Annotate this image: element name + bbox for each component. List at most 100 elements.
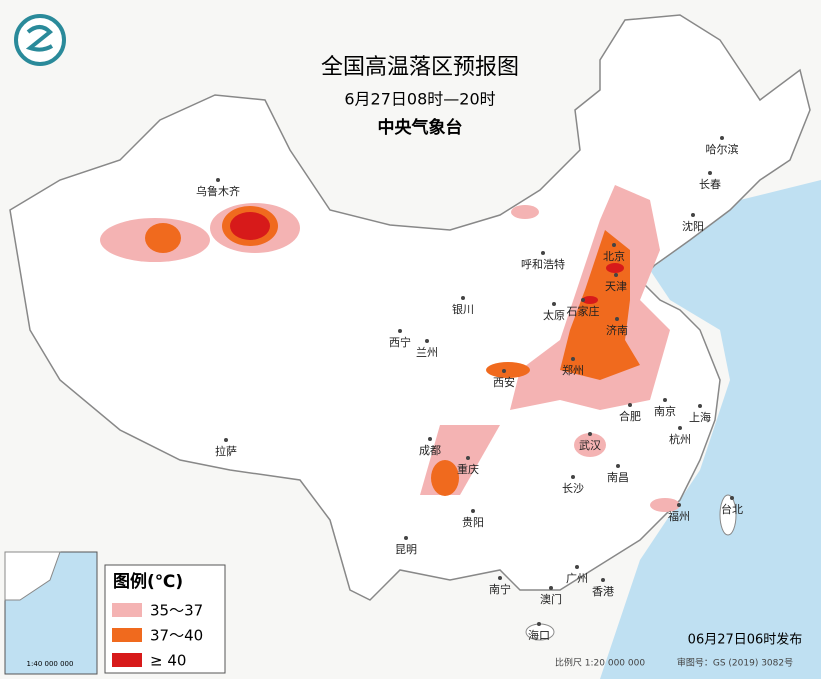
- city-label: 南京: [654, 404, 676, 418]
- city-dot: [730, 496, 734, 500]
- issued-time: 06月27日06时发布: [688, 632, 803, 648]
- city-dot: [720, 136, 724, 140]
- city-dot: [425, 339, 429, 343]
- city-dot: [698, 404, 702, 408]
- city-label: 澳门: [540, 592, 562, 606]
- city-label: 乌鲁木齐: [196, 184, 240, 198]
- city-dot: [677, 503, 681, 507]
- city-dot: [588, 432, 592, 436]
- city-label: 成都: [419, 444, 441, 457]
- legend: 图例(℃) 35～37 37～40 ≥ 40: [104, 564, 226, 674]
- city-dot: [471, 509, 475, 513]
- subtitle: 6月27日08时—20时: [344, 90, 495, 109]
- heat-37: [486, 362, 530, 378]
- city-label: 济南: [606, 323, 628, 337]
- logo-mark: [25, 25, 54, 52]
- city-label: 广州: [566, 572, 588, 585]
- city-label: 合肥: [619, 409, 641, 423]
- city-label: 南昌: [607, 471, 629, 484]
- heat-40: [582, 296, 598, 304]
- city-label: 郑州: [562, 363, 584, 377]
- city-dot: [628, 403, 632, 407]
- city-label: 银川: [452, 302, 474, 316]
- city-label: 昆明: [395, 543, 417, 556]
- city-label: 香港: [592, 585, 614, 598]
- city-label: 石家庄: [567, 304, 600, 318]
- heat-37: [431, 460, 459, 496]
- city-dot: [549, 586, 553, 590]
- legend-swatch: [112, 628, 142, 642]
- city-dot: [552, 302, 556, 306]
- city-dot: [428, 437, 432, 441]
- inset-land: [4, 551, 61, 601]
- city-dot: [404, 536, 408, 540]
- city-label: 重庆: [457, 462, 479, 476]
- city-dot: [571, 475, 575, 479]
- scale: 比例尺 1:20 000 000: [555, 657, 645, 669]
- logo: [14, 14, 66, 66]
- city-dot: [466, 456, 470, 460]
- heat-areas: [100, 185, 680, 512]
- city-label: 太原: [543, 309, 565, 322]
- inset: 1:40 000 000: [4, 551, 98, 675]
- legend-label: 37～40: [150, 627, 203, 645]
- city-dot: [678, 426, 682, 430]
- approval-number: 审图号：GS (2019) 3082号: [677, 657, 793, 669]
- legend-swatch: [112, 603, 142, 617]
- city-label: 台北: [721, 502, 743, 516]
- city-label: 兰州: [416, 346, 438, 359]
- city-label: 北京: [603, 249, 625, 263]
- city-label: 杭州: [669, 432, 691, 446]
- city-label: 福州: [668, 509, 690, 523]
- city-label: 长春: [699, 178, 721, 191]
- inset-scale: 1:40 000 000: [27, 660, 74, 668]
- city-dot: [601, 578, 605, 582]
- city-dot: [663, 398, 667, 402]
- sea: [600, 180, 821, 679]
- heat-40: [230, 212, 270, 240]
- legend-label: ≥ 40: [150, 652, 186, 670]
- legend-label: 35～37: [150, 602, 203, 620]
- city-dot: [616, 464, 620, 468]
- heat-35: [574, 433, 606, 457]
- city-label: 贵阳: [462, 516, 484, 529]
- city-label: 拉萨: [215, 444, 237, 458]
- heat-37: [145, 223, 181, 253]
- city-label: 武汉: [579, 439, 601, 452]
- city-dot: [575, 565, 579, 569]
- city-label: 西安: [493, 375, 515, 389]
- city-dot: [224, 438, 228, 442]
- heat-35: [511, 205, 539, 219]
- city-dot: [541, 251, 545, 255]
- city-dot: [615, 317, 619, 321]
- city-dot: [614, 273, 618, 277]
- title: 全国高温落区预报图: [321, 55, 519, 80]
- city-dot: [691, 213, 695, 217]
- city-label: 长沙: [562, 482, 584, 495]
- city-label: 南宁: [489, 582, 511, 596]
- city-dot: [537, 622, 541, 626]
- city-label: 哈尔滨: [706, 142, 739, 156]
- city-dot: [216, 178, 220, 182]
- taiwan: [719, 494, 737, 536]
- city-dot: [581, 298, 585, 302]
- city-label: 天津: [605, 280, 627, 293]
- city-label: 沈阳: [682, 219, 704, 233]
- heat-40: [606, 263, 624, 273]
- heat-35: [650, 498, 680, 512]
- china-outline: [9, 14, 811, 601]
- city-dot: [708, 171, 712, 175]
- legend-title: 图例(℃): [113, 571, 183, 592]
- city-dot: [571, 357, 575, 361]
- agency: 中央气象台: [378, 117, 463, 138]
- city-dot: [461, 296, 465, 300]
- city-dot: [398, 329, 402, 333]
- legend-swatch: [112, 653, 142, 667]
- city-label: 海口: [528, 628, 550, 642]
- city-dot: [612, 243, 616, 247]
- city-label: 西宁: [389, 335, 411, 349]
- city-dot: [498, 576, 502, 580]
- city-label: 上海: [689, 410, 711, 424]
